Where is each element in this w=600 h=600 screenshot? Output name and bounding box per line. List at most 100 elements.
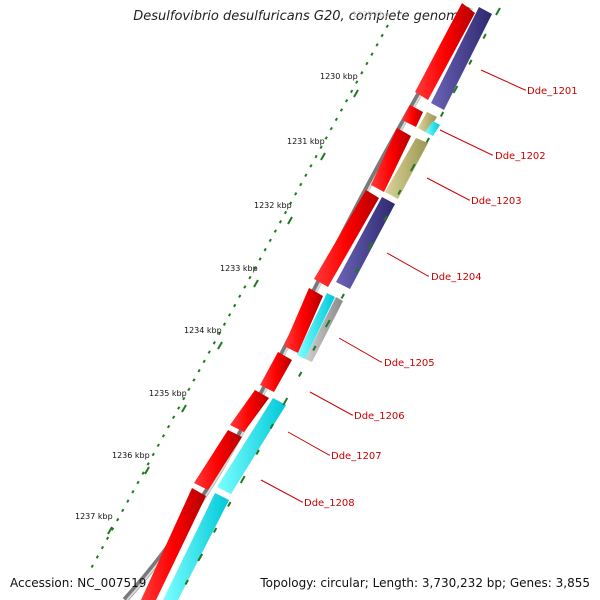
inner-major-tick	[239, 475, 246, 484]
scale-dot	[355, 80, 359, 84]
forward-cds-h[interactable]	[141, 488, 206, 600]
gene-label-dde-1206[interactable]: Dde_1206	[354, 411, 405, 422]
gene-label-dde-1208[interactable]: Dde_1208	[304, 498, 355, 509]
scale-dot	[95, 555, 99, 559]
scale-dot	[243, 285, 247, 289]
scale-major-tick	[217, 341, 223, 350]
label-leader-line	[426, 177, 470, 201]
inner-major-tick	[282, 397, 289, 406]
scale-dot	[385, 24, 389, 29]
scale-dot	[344, 98, 349, 103]
forward-cds-f[interactable]	[230, 390, 269, 432]
forward-cds-a[interactable]	[402, 105, 423, 127]
scale-dot	[182, 396, 186, 401]
scale-dot	[314, 154, 318, 159]
reverse-cds-1204[interactable]	[336, 197, 395, 289]
scale-dot	[105, 536, 110, 541]
scale-dot	[360, 71, 364, 75]
scale-major-tick	[107, 526, 113, 535]
forward-cds-g[interactable]	[194, 430, 242, 490]
gene-label-dde-1204[interactable]: Dde_1204	[431, 272, 482, 283]
scale-dot	[329, 126, 333, 131]
scale-dot	[131, 490, 135, 494]
scale-dot	[116, 517, 120, 522]
scale-dot	[222, 322, 227, 326]
scale-dot	[177, 406, 181, 410]
reverse-cds-1207[interactable]	[217, 398, 286, 494]
scale-dot	[324, 136, 328, 140]
label-leader-line	[439, 129, 493, 156]
inner-minor-tick	[255, 449, 260, 455]
scale-dot	[161, 434, 166, 438]
kbp-labels: 1229 kbp 1230 kbp 1231 kbp 1232 kbp 1233…	[75, 10, 390, 521]
reverse-cds-1202b[interactable]	[425, 121, 440, 136]
scale-dot	[309, 164, 313, 168]
scale-dot	[192, 378, 196, 382]
scale-dot	[248, 275, 252, 280]
label-leader-line	[309, 391, 353, 416]
reverse-cds-1203[interactable]	[385, 138, 428, 199]
scale-dot	[268, 238, 272, 243]
inner-major-tick	[197, 553, 204, 562]
gene-label-dde-1205[interactable]: Dde_1205	[384, 358, 435, 369]
kbp-label-1234: 1234 kbp	[184, 326, 222, 335]
scale-dot	[258, 257, 262, 261]
reverse-cds-1205a[interactable]	[297, 293, 335, 359]
scale-dot	[202, 359, 206, 364]
scale-dot	[217, 331, 222, 336]
scale-dot	[172, 415, 176, 420]
kbp-label-1232: 1232 kbp	[254, 201, 292, 210]
scale-dot	[375, 43, 379, 47]
scale-dot	[233, 303, 237, 308]
label-leader-line	[386, 252, 429, 277]
scale-dot	[126, 499, 130, 503]
scale-dot	[227, 313, 232, 317]
reverse-cds-1205b[interactable]	[305, 297, 343, 362]
gene-label-dde-1201[interactable]: Dde_1201	[527, 86, 578, 97]
scale-dot	[380, 33, 384, 38]
scale-dot	[146, 462, 150, 466]
scale-major-tick	[287, 216, 293, 225]
scale-major-tick	[181, 404, 187, 413]
scale-dot	[319, 145, 323, 150]
gene-label-dde-1207[interactable]: Dde_1207	[331, 451, 382, 462]
label-leader-line	[260, 479, 303, 503]
reverse-cds-track	[163, 7, 492, 600]
inner-minor-tick	[482, 33, 487, 39]
gene-label-dde-1202[interactable]: Dde_1202	[495, 151, 546, 162]
scale-dot	[121, 508, 125, 513]
scale-dot	[289, 201, 293, 205]
label-leader-line	[480, 69, 526, 91]
scale-dot	[187, 387, 191, 392]
inner-minor-tick	[312, 345, 317, 351]
scale-dot	[273, 229, 277, 233]
label-leader-line	[338, 337, 382, 363]
forward-cds-1201[interactable]	[415, 3, 475, 100]
reverse-cds-1201[interactable]	[431, 7, 492, 110]
scale-dot	[365, 61, 369, 66]
forward-cds-d[interactable]	[284, 288, 323, 353]
inner-minor-tick	[269, 423, 274, 429]
kbp-label-1237: 1237 kbp	[75, 512, 113, 521]
label-leader-lines	[260, 69, 526, 503]
forward-cds-c[interactable]	[314, 190, 379, 287]
gene-label-dde-1203[interactable]: Dde_1203	[471, 196, 522, 207]
kbp-label-1233: 1233 kbp	[220, 264, 258, 273]
scale-major-tick	[253, 279, 259, 288]
forward-cds-e[interactable]	[260, 352, 292, 392]
inner-major-tick	[452, 85, 459, 94]
map-title: Desulfovibrio desulfuricans G20, complet…	[133, 9, 467, 24]
forward-cds-b[interactable]	[371, 128, 411, 192]
gene-labels: Dde_1201 Dde_1202 Dde_1203 Dde_1204 Dde_…	[304, 86, 578, 509]
inner-minor-tick	[383, 215, 388, 221]
scale-dot	[197, 368, 201, 373]
reverse-cds-1208[interactable]	[163, 493, 229, 600]
inner-minor-tick	[397, 189, 402, 195]
inner-minor-tick	[439, 111, 445, 117]
backbone-strand	[122, 6, 473, 600]
scale-dot	[207, 350, 211, 354]
kbp-label-1236: 1236 kbp	[112, 451, 150, 460]
reverse-cds-1202a[interactable]	[418, 112, 437, 133]
